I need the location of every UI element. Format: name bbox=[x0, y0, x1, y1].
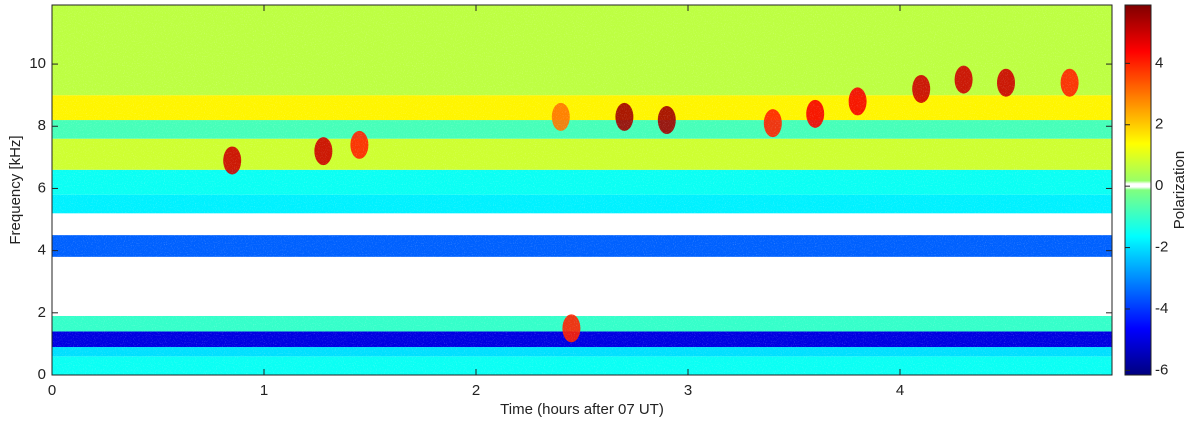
y-tick-label: 10 bbox=[29, 55, 46, 72]
colorbar-tick-label: -2 bbox=[1155, 239, 1168, 256]
y-tick-label: 6 bbox=[38, 179, 46, 196]
colorbar-tick-label: -6 bbox=[1155, 361, 1168, 378]
y-axis-label: Frequency [kHz] bbox=[7, 135, 24, 244]
colorbar bbox=[1124, 4, 1152, 376]
colorbar-label: Polarization bbox=[1171, 151, 1188, 229]
colorbar-tick-label: 0 bbox=[1155, 177, 1163, 194]
y-tick-label: 4 bbox=[38, 242, 46, 259]
x-tick-label: 3 bbox=[684, 382, 692, 399]
x-axis-label: Time (hours after 07 UT) bbox=[500, 401, 664, 418]
plot-frame bbox=[51, 4, 1113, 376]
y-tick-label: 2 bbox=[38, 304, 46, 321]
x-tick-label: 1 bbox=[260, 382, 268, 399]
x-tick-label: 4 bbox=[896, 382, 904, 399]
noise-texture bbox=[52, 5, 1112, 375]
colorbar-tick-label: 2 bbox=[1155, 116, 1163, 133]
y-tick-label: 0 bbox=[38, 366, 46, 383]
x-tick-label: 2 bbox=[472, 382, 480, 399]
colorbar-tick-label: 4 bbox=[1155, 54, 1163, 71]
colorbar-tick-label: -4 bbox=[1155, 300, 1168, 317]
x-tick-label: 0 bbox=[48, 382, 56, 399]
y-tick-label: 8 bbox=[38, 117, 46, 134]
